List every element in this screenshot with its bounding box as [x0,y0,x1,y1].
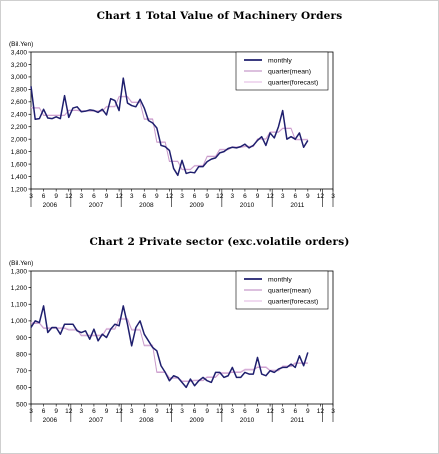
chart-1-ytick-label: 3,400 [11,49,28,56]
chart-2-xtick-label: 9 [155,408,159,415]
chart-1-unit-label: (Bil.Yen) [9,41,33,48]
chart-2-xtick-label: 12 [317,408,325,415]
chart-1-svg: (Bil.Yen) 1,200 1,400 1,600 1,800 2,000 2,200 2… [9,41,335,209]
chart-1-xtick-label: 3 [80,193,84,200]
chart-2-xtick-label: 3 [130,408,134,415]
chart-1-ytick-label: 1,600 [11,161,28,168]
chart-1-xtick-label: 3 [281,193,285,200]
chart-1-ytick-label: 2,800 [11,87,28,94]
chart-1-xtick-label: 6 [243,193,247,200]
chart-2-xtick-label: 6 [142,408,146,415]
chart-2-xtick-label: 9 [306,408,310,415]
chart-2-year-label: 2008 [139,417,154,424]
chart-1-ytick-label: 2,200 [11,124,28,131]
chart-2-series-monthly-line [30,305,309,389]
chart-2-year-label: 2010 [240,417,255,424]
chart-2-ytick-label: 1,100 [11,302,28,309]
chart-1-title: Chart 1 Total Value of Machinery Orders [96,10,343,22]
chart-1-ytick-label: 3,200 [11,62,28,69]
chart-2-series-quarter-mean-line [31,318,308,383]
chart-2-series-quarter-forecast-line [31,317,308,382]
chart-1-year-label: 2010 [240,202,255,209]
chart-2-ytick-label: 500 [16,401,27,408]
chart-2-ytick-label: 1,300 [11,268,28,275]
chart-2-xtick-label: 6 [193,408,197,415]
chart-2-legend-label: quarter(forecast) [268,298,318,305]
chart-1-xtick-label: 9 [105,193,109,200]
chart-1-legend-label: monthly [268,57,292,64]
chart-2-unit-label: (Bil.Yen) [9,260,33,267]
chart-2-ytick-label: 1,200 [11,285,28,292]
chart-2-xtick-label: 9 [205,408,209,415]
chart-1-xtick-label: 6 [293,193,297,200]
chart-2-xtick-label: 6 [42,408,46,415]
chart-2-year-label: 2011 [290,417,304,424]
chart-1-series-quarter-mean-line [31,96,308,171]
chart-1-ytick-label: 2,400 [11,112,28,119]
chart-1-xtick-label: 6 [92,193,96,200]
chart-1-xtick-label: 9 [205,193,209,200]
chart-2-xtick-label: 9 [54,408,58,415]
chart-2-xtick-label: 12 [166,408,174,415]
chart-1-xtick-label: 9 [155,193,159,200]
chart-2-xtick-label: 12 [65,408,73,415]
chart-1-xtick-label: 9 [54,193,58,200]
chart-2-xtick-label: 12 [115,408,123,415]
chart-2-xtick-label: 6 [243,408,247,415]
chart-2-xtick-label: 12 [266,408,274,415]
chart-1-legend-label: quarter(forecast) [268,79,318,86]
chart-2-legend-label: monthly [268,276,292,283]
chart-1-xtick-label: 12 [166,193,174,200]
chart-1-xtick-label: 12 [317,193,325,200]
chart-1-year-label: 2009 [189,202,204,209]
chart-1-ytick-label: 3,000 [11,74,28,81]
chart-1-xtick-label: 12 [216,193,224,200]
chart-2-ytick-label: 700 [16,368,27,375]
chart-1-xtick-label: 6 [142,193,146,200]
chart-1-ytick-label: 1,400 [11,174,28,181]
chart-1-xtick-label: 9 [306,193,310,200]
chart-2-xtick-label: 9 [105,408,109,415]
chart-2-xtick-label: 3 [281,408,285,415]
chart-1-xtick-label: 12 [65,193,73,200]
chart-2-xtick-label: 6 [293,408,297,415]
chart-1-xtick-label: 6 [42,193,46,200]
chart-1-xtick-label: 6 [193,193,197,200]
chart-2-year-label: 2006 [43,417,58,424]
chart-2-title: Chart 2 Private sector (exc.volatile ord… [89,236,350,248]
chart-2-xtick-label: 3 [80,408,84,415]
chart-1-xtick-label: 12 [115,193,123,200]
chart-1-xtick-label: 3 [130,193,134,200]
chart-2-xtick-label: 6 [92,408,96,415]
chart-1-xtick-label: 3 [231,193,235,200]
chart-1-series-monthly-line [30,77,309,177]
chart-1-ytick-label: 2,000 [11,136,28,143]
chart-2-ytick-label: 1,000 [11,318,28,325]
chart-1-ytick-label: 1,800 [11,149,28,156]
chart-2-xtick-label: 9 [256,408,260,415]
chart-2-xtick-label: 3 [180,408,184,415]
chart-2-ytick-label: 800 [16,351,27,358]
chart-2-year-label: 2007 [89,417,104,424]
chart-2-year-label: 2009 [189,417,204,424]
chart-1-year-label: 2006 [43,202,58,209]
chart-1-year-label: 2011 [290,202,304,209]
chart-1-xtick-label: 9 [256,193,260,200]
chart-1-xtick-label: 3 [180,193,184,200]
chart-2-xtick-label: 3 [231,408,235,415]
chart-2-ytick-label: 600 [16,385,27,392]
chart-2-ytick-label: 900 [16,335,27,342]
chart-2-xtick-label: 12 [216,408,224,415]
chart-1-ytick-label: 2,600 [11,99,28,106]
chart-1-legend-label: quarter(mean) [268,68,311,75]
chart-1-ytick-label: 1,200 [11,186,28,193]
chart-1-xtick-label: 12 [266,193,274,200]
chart-1-year-label: 2008 [139,202,154,209]
chart-2-legend-label: quarter(mean) [268,287,311,294]
chart-1-year-label: 2007 [89,202,104,209]
